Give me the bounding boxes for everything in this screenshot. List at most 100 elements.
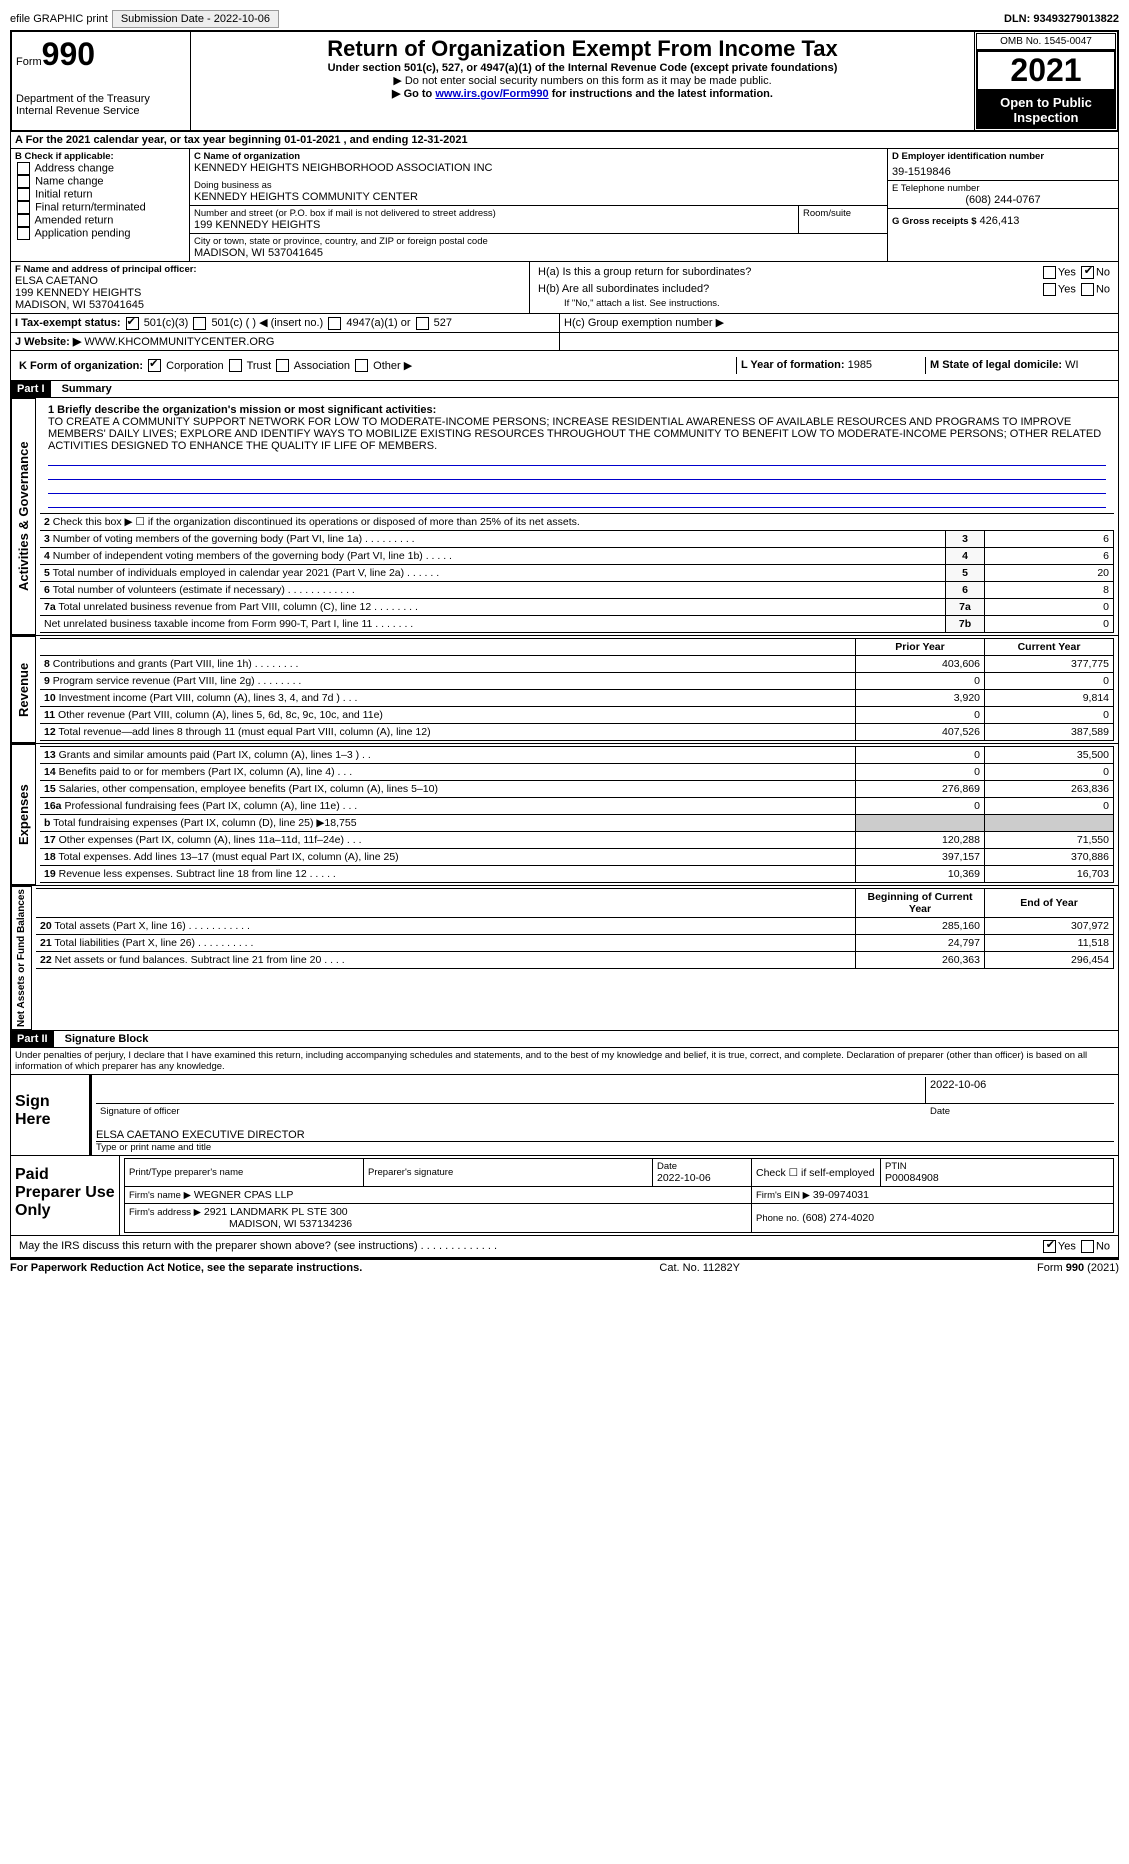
prep-self-employed[interactable]: Check ☐ if self-employed xyxy=(752,1159,881,1187)
website-value: WWW.KHCOMMUNITYCENTER.ORG xyxy=(84,336,274,348)
firm-phone-label: Phone no. xyxy=(756,1213,799,1224)
check-527[interactable] xyxy=(416,317,429,330)
hb-note: If "No," attach a list. See instructions… xyxy=(534,298,1114,309)
firm-name-label: Firm's name ▶ xyxy=(129,1190,191,1201)
table-row: 17 Other expenses (Part IX, column (A), … xyxy=(40,832,1114,849)
table-row: 10 Investment income (Part VIII, column … xyxy=(40,690,1114,707)
header-block: Form990 Department of the Treasury Inter… xyxy=(10,30,1119,132)
form990-link[interactable]: www.irs.gov/Form990 xyxy=(435,88,548,100)
submission-date-button[interactable]: Submission Date - 2022-10-06 xyxy=(112,10,279,28)
sign-here-label: Sign Here xyxy=(11,1075,89,1155)
prep-date-label: Date xyxy=(657,1161,747,1172)
omb-number: OMB No. 1545-0047 xyxy=(976,33,1116,50)
website-label: J Website: ▶ xyxy=(15,336,81,348)
check-corporation[interactable] xyxy=(148,359,161,372)
vlabel-revenue: Revenue xyxy=(11,636,36,743)
discuss-no[interactable] xyxy=(1081,1240,1094,1253)
officer-street: 199 KENNEDY HEIGHTS xyxy=(15,287,525,299)
box-c: C Name of organization KENNEDY HEIGHTS N… xyxy=(190,149,887,261)
table-row: 2 Check this box ▶ ☐ if the organization… xyxy=(40,514,1114,531)
no-ssn-note: ▶ Do not enter social security numbers o… xyxy=(195,74,970,87)
firm-ein: 39-0974031 xyxy=(813,1189,869,1201)
box-l: L Year of formation: 1985 xyxy=(736,357,925,375)
check-other[interactable] xyxy=(355,359,368,372)
city-value: MADISON, WI 537041645 xyxy=(194,247,883,259)
paid-preparer-label: Paid Preparer Use Only xyxy=(11,1156,119,1235)
check-application-pending[interactable]: Application pending xyxy=(15,227,185,240)
check-amended-return[interactable]: Amended return xyxy=(15,214,185,227)
table-header: Prior YearCurrent Year xyxy=(40,639,1114,656)
firm-addr-label: Firm's address ▶ xyxy=(129,1207,201,1218)
table-row: 21 Total liabilities (Part X, line 26) .… xyxy=(36,935,1114,952)
phone-value: (608) 244-0767 xyxy=(892,194,1114,206)
vlabel-governance: Activities & Governance xyxy=(11,398,36,635)
check-4947[interactable] xyxy=(328,317,341,330)
table-row: 14 Benefits paid to or for members (Part… xyxy=(40,764,1114,781)
ptin-value: P00084908 xyxy=(885,1172,1109,1184)
table-row: 5 Total number of individuals employed i… xyxy=(40,565,1114,582)
check-501c[interactable] xyxy=(193,317,206,330)
firm-ein-label: Firm's EIN ▶ xyxy=(756,1190,810,1201)
sig-date: 2022-10-06 xyxy=(925,1077,1114,1104)
check-name-change[interactable]: Name change xyxy=(15,175,185,188)
expenses-table: 13 Grants and similar amounts paid (Part… xyxy=(40,746,1114,883)
irs-label: Internal Revenue Service xyxy=(16,105,186,117)
table-row: 6 Total number of volunteers (estimate i… xyxy=(40,582,1114,599)
check-address-change[interactable]: Address change xyxy=(15,162,185,175)
gross-receipts-value: 426,413 xyxy=(980,215,1020,227)
efile-label: efile GRAPHIC print xyxy=(10,13,108,25)
discuss-question: May the IRS discuss this return with the… xyxy=(15,1238,976,1255)
phone-label: E Telephone number xyxy=(892,183,1114,194)
hb-yes[interactable] xyxy=(1043,283,1056,296)
table-row: 15 Salaries, other compensation, employe… xyxy=(40,781,1114,798)
subtitle: Under section 501(c), 527, or 4947(a)(1)… xyxy=(195,62,970,74)
ein-label: D Employer identification number xyxy=(892,151,1114,162)
ha-no[interactable] xyxy=(1081,266,1094,279)
table-row: b Total fundraising expenses (Part IX, c… xyxy=(40,815,1114,832)
declaration-text: Under penalties of perjury, I declare th… xyxy=(10,1048,1119,1075)
firm-name: WEGNER CPAS LLP xyxy=(194,1189,294,1201)
ha-question: H(a) Is this a group return for subordin… xyxy=(534,264,996,281)
officer-group-block: F Name and address of principal officer:… xyxy=(10,262,1119,314)
street-label: Number and street (or P.O. box if mail i… xyxy=(194,208,794,219)
table-row: 3 Number of voting members of the govern… xyxy=(40,531,1114,548)
tax-year: 2021 xyxy=(976,50,1116,91)
table-row: 12 Total revenue—add lines 8 through 11 … xyxy=(40,724,1114,741)
check-501c3[interactable] xyxy=(126,317,139,330)
footer-form: Form 990 (2021) xyxy=(1037,1262,1119,1274)
part1-title: Summary xyxy=(62,383,112,395)
ha-yes[interactable] xyxy=(1043,266,1056,279)
box-b-label: B Check if applicable: xyxy=(15,151,185,162)
part2-label: Part II xyxy=(11,1031,54,1047)
discuss-yes[interactable] xyxy=(1043,1240,1056,1253)
sig-date-label: Date xyxy=(926,1104,1114,1119)
officer-city: MADISON, WI 537041645 xyxy=(15,299,525,311)
check-initial-return[interactable]: Initial return xyxy=(15,188,185,201)
street-value: 199 KENNEDY HEIGHTS xyxy=(194,219,794,231)
top-bar: efile GRAPHIC print Submission Date - 20… xyxy=(10,10,1119,28)
prep-sig-label: Preparer's signature xyxy=(368,1167,648,1178)
firm-phone: (608) 274-4020 xyxy=(802,1212,874,1224)
table-row: 7a Total unrelated business revenue from… xyxy=(40,599,1114,616)
gross-receipts-label: G Gross receipts $ xyxy=(892,216,976,227)
firm-addr2: MADISON, WI 537134236 xyxy=(229,1218,352,1230)
table-row: 19 Revenue less expenses. Subtract line … xyxy=(40,866,1114,883)
check-trust[interactable] xyxy=(229,359,242,372)
table-row: 20 Total assets (Part X, line 16) . . . … xyxy=(36,918,1114,935)
open-public-badge: Open to Public Inspection xyxy=(976,91,1116,129)
balances-table: Beginning of Current YearEnd of Year20 T… xyxy=(36,888,1114,969)
table-row: 22 Net assets or fund balances. Subtract… xyxy=(36,952,1114,969)
box-deg: D Employer identification number 39-1519… xyxy=(887,149,1118,261)
ptin-label: PTIN xyxy=(885,1161,1109,1172)
governance-table: 2 Check this box ▶ ☐ if the organization… xyxy=(40,513,1114,633)
check-final-return[interactable]: Final return/terminated xyxy=(15,201,185,214)
check-association[interactable] xyxy=(276,359,289,372)
org-name: KENNEDY HEIGHTS NEIGHBORHOOD ASSOCIATION… xyxy=(194,162,883,174)
hb-no[interactable] xyxy=(1081,283,1094,296)
tax-period: A For the 2021 calendar year, or tax yea… xyxy=(10,132,1119,149)
dln-label: DLN: 93493279013822 xyxy=(1004,13,1119,25)
vlabel-balances: Net Assets or Fund Balances xyxy=(11,886,32,1030)
ein-value: 39-1519846 xyxy=(892,166,1114,178)
part1-label: Part I xyxy=(11,381,51,397)
box-k: K Form of organization: Corporation Trus… xyxy=(15,357,736,375)
